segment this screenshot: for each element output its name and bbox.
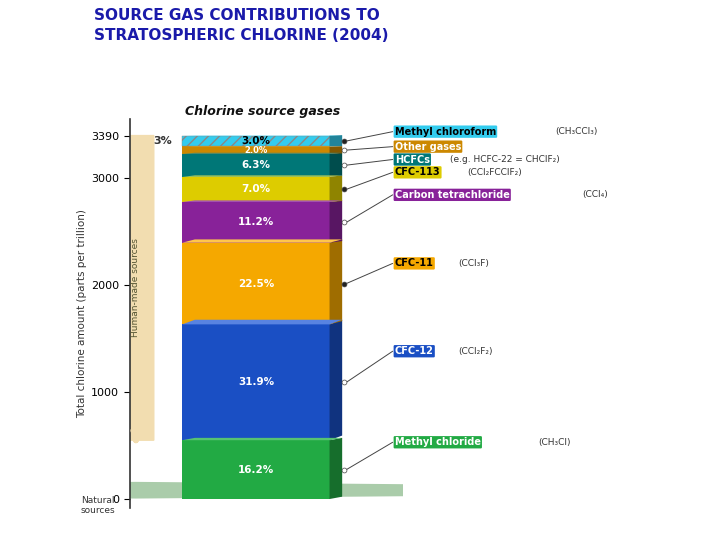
Polygon shape (182, 239, 342, 242)
Text: (CCl₂FCClF₂): (CCl₂FCClF₂) (467, 168, 522, 177)
Text: Other gases: Other gases (395, 141, 461, 152)
Text: Human-made sources: Human-made sources (132, 239, 140, 338)
Text: 31.9%: 31.9% (238, 377, 274, 387)
FancyBboxPatch shape (118, 136, 154, 440)
Text: 6.3%: 6.3% (241, 160, 271, 170)
Text: SOURCE GAS CONTRIBUTIONS TO
STRATOSPHERIC CHLORINE (2004): SOURCE GAS CONTRIBUTIONS TO STRATOSPHERI… (94, 8, 388, 43)
Text: (CCl₃F): (CCl₃F) (459, 259, 489, 268)
Text: 2.0%: 2.0% (244, 146, 268, 154)
Polygon shape (182, 320, 342, 325)
Polygon shape (182, 153, 342, 154)
Text: Carbon tetrachloride: Carbon tetrachloride (395, 190, 510, 200)
Text: Methyl chloride: Methyl chloride (395, 437, 481, 447)
Text: 3%: 3% (153, 136, 171, 146)
Text: Chlorine source gases: Chlorine source gases (184, 105, 340, 118)
Text: Natural
sources: Natural sources (81, 496, 115, 515)
Polygon shape (182, 176, 342, 177)
Polygon shape (182, 438, 342, 440)
Polygon shape (330, 239, 342, 325)
Text: (CCl₂F₂): (CCl₂F₂) (459, 347, 493, 356)
Y-axis label: Total chlorine amount (parts per trillion): Total chlorine amount (parts per trillio… (77, 209, 87, 417)
Text: 11.2%: 11.2% (238, 218, 274, 227)
Text: CFC-113: CFC-113 (395, 167, 441, 177)
Bar (182, 440, 330, 499)
Bar (182, 202, 330, 242)
Text: HCFCs: HCFCs (395, 154, 430, 165)
Bar (182, 136, 330, 146)
Polygon shape (330, 200, 342, 242)
Polygon shape (330, 135, 342, 146)
Bar (182, 177, 330, 202)
Bar (182, 154, 330, 177)
Polygon shape (330, 176, 342, 202)
Polygon shape (330, 146, 342, 154)
Polygon shape (182, 200, 342, 202)
Text: 3.0%: 3.0% (241, 136, 271, 146)
Text: CFC-11: CFC-11 (395, 259, 433, 268)
Text: (CH₃Cl): (CH₃Cl) (538, 438, 570, 447)
Bar (182, 146, 330, 154)
Text: (CCl₄): (CCl₄) (582, 190, 608, 199)
Polygon shape (0, 482, 720, 498)
Text: 22.5%: 22.5% (238, 279, 274, 288)
Text: (e.g. HCFC-22 = CHClF₂): (e.g. HCFC-22 = CHClF₂) (449, 155, 559, 164)
Polygon shape (330, 153, 342, 177)
Polygon shape (330, 320, 342, 440)
Text: 7.0%: 7.0% (241, 184, 271, 194)
Bar (182, 325, 330, 440)
Text: 16.2%: 16.2% (238, 464, 274, 475)
Text: (CH₃CCl₃): (CH₃CCl₃) (556, 127, 598, 136)
Bar (182, 242, 330, 325)
Text: Methyl chloroform: Methyl chloroform (395, 127, 496, 137)
Text: CFC-12: CFC-12 (395, 346, 433, 356)
Polygon shape (330, 438, 342, 499)
